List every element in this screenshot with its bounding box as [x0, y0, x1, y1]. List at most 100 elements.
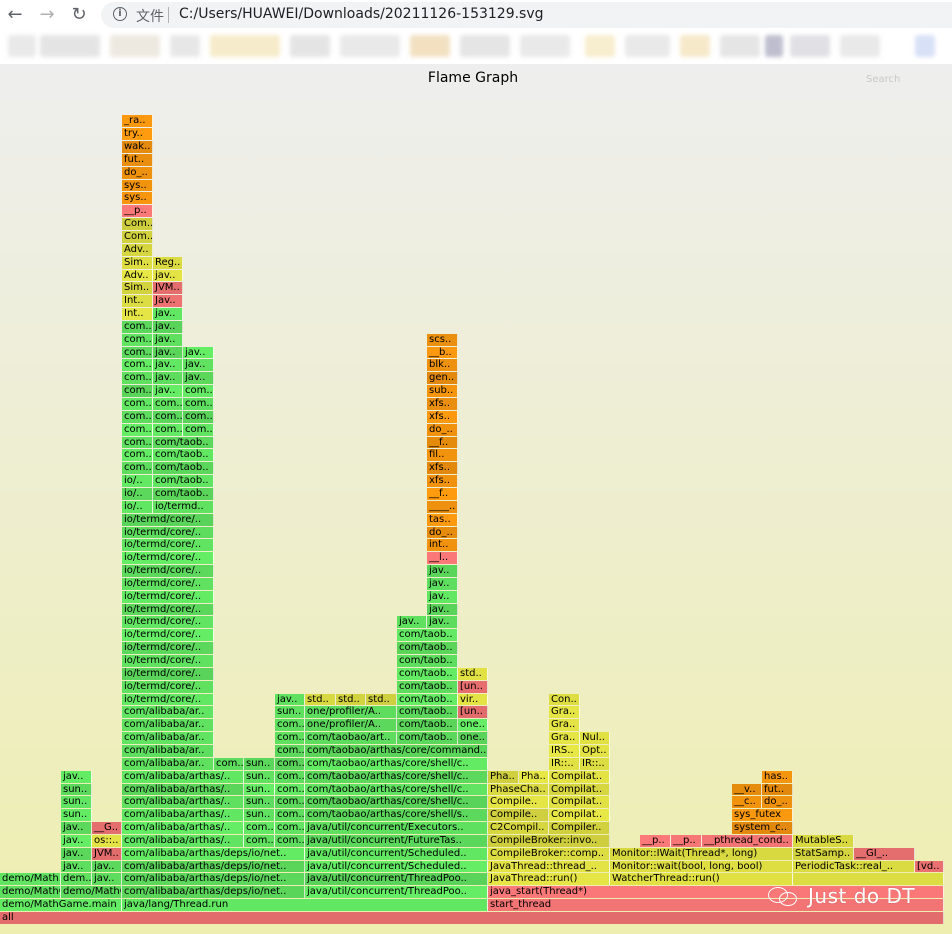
forward-icon[interactable]: →	[39, 4, 55, 25]
frame-block[interactable]: Adv..	[122, 269, 153, 282]
frame-block[interactable]: com..	[122, 462, 153, 475]
frame-block[interactable]: jav..	[153, 333, 183, 346]
frame-block[interactable]: has..	[762, 770, 793, 783]
frame-block[interactable]: com/taob..	[397, 680, 458, 693]
frame-block[interactable]: com..	[275, 809, 305, 822]
frame-block[interactable]: std..	[336, 693, 366, 706]
frame-block[interactable]: io/termd/core/..	[122, 577, 214, 590]
frame-block[interactable]: Gra..	[549, 719, 580, 732]
bookmark-item[interactable]	[40, 35, 100, 57]
frame-block[interactable]: Monitor::wait(bool, long, bool)	[610, 860, 793, 873]
frame-block[interactable]: Com..	[122, 230, 153, 243]
bookmark-item[interactable]	[680, 35, 710, 57]
frame-block[interactable]: __f..	[427, 436, 458, 449]
frame-block[interactable]: _ra..	[122, 115, 153, 128]
frame-block[interactable]: com/alibaba/arthas/deps/io/net..	[122, 847, 305, 860]
frame-block[interactable]: com..	[183, 423, 214, 436]
frame-block[interactable]: Reg..	[153, 256, 183, 269]
frame-block[interactable]: com..	[122, 423, 153, 436]
frame-block[interactable]: io/termd/core/..	[122, 642, 214, 655]
bookmark-item[interactable]	[840, 35, 880, 57]
frame-block[interactable]: fut..	[122, 153, 153, 166]
frame-block[interactable]: __GI_..	[854, 847, 915, 860]
bookmark-item[interactable]	[765, 35, 783, 57]
frame-block[interactable]: com..	[183, 385, 214, 398]
frame-block[interactable]: PhaseCha..	[488, 783, 549, 796]
frame-block[interactable]: java/util/concurrent/ThreadPoo..	[305, 873, 488, 886]
frame-block[interactable]: com..	[122, 410, 153, 423]
bookmark-item[interactable]	[790, 35, 830, 57]
frame-block[interactable]: com/alibaba/ar..	[122, 706, 214, 719]
frame-block[interactable]: xfs..	[427, 398, 458, 410]
frame-block[interactable]: com/alibaba/arthas/..	[122, 834, 244, 847]
frame-block[interactable]: sun..	[244, 809, 275, 822]
frame-block[interactable]: java/lang/Thread.run	[122, 899, 488, 912]
frame-block[interactable]: Nul..	[580, 732, 610, 744]
frame-block[interactable]: WatcherThread::run()	[610, 873, 793, 886]
frame-block[interactable]: jav..	[183, 359, 214, 372]
frame-block[interactable]: java/util/concurrent/ThreadPoo..	[305, 886, 488, 899]
frame-block[interactable]: com..	[275, 732, 305, 744]
frame-block[interactable]: com/taobao/arthas/core/shell/s..	[305, 809, 488, 822]
frame-block[interactable]: one/profiler/A..	[305, 719, 397, 732]
frame-block[interactable]: std..	[305, 693, 336, 706]
frame-block[interactable]: JVM..	[92, 847, 122, 860]
bookmark-item[interactable]	[520, 35, 570, 57]
url-text[interactable]: C:/Users/HUAWEI/Downloads/20211126-15312…	[179, 6, 544, 22]
frame-block[interactable]: Monitor::IWait(Thread*, long)	[610, 847, 793, 860]
frame-block[interactable]: jav..	[427, 603, 458, 616]
bookmark-item[interactable]	[290, 35, 330, 57]
frame-block[interactable]: com/taob..	[153, 436, 214, 449]
frame-block[interactable]: com..	[122, 436, 153, 449]
frame-block[interactable]: demo/Math..	[0, 873, 61, 886]
frame-block[interactable]: StatSamp..	[793, 847, 854, 860]
frame-block[interactable]: jav..	[153, 359, 183, 372]
back-icon[interactable]: ←	[7, 4, 23, 25]
frame-block[interactable]: system_c..	[732, 822, 793, 834]
frame-block[interactable]: com..	[122, 359, 153, 372]
frame-block[interactable]: io/termd/core/..	[122, 680, 214, 693]
frame-block[interactable]: jav..	[427, 590, 458, 603]
frame-block[interactable]: com..	[244, 822, 275, 834]
frame-block[interactable]: com/alibaba/ar..	[122, 757, 214, 770]
frame-block[interactable]: java_start(Thread*)	[488, 886, 944, 899]
bookmark-item[interactable]	[340, 35, 400, 57]
frame-block[interactable]: Gra..	[549, 706, 580, 719]
frame-block[interactable]: Pha..	[488, 770, 519, 783]
frame-block[interactable]: Compilat..	[549, 783, 610, 796]
frame-block[interactable]: fut..	[762, 783, 793, 796]
frame-block[interactable]: com/taob..	[397, 655, 458, 667]
frame-block[interactable]: com..	[122, 398, 153, 410]
frame-block[interactable]: jav..	[183, 346, 214, 359]
frame-block[interactable]: com..	[122, 385, 153, 398]
frame-block[interactable]: com/taob..	[397, 667, 458, 680]
frame-block[interactable]: com/taob..	[397, 629, 458, 642]
frame-block[interactable]: io/termd/core/..	[122, 629, 214, 642]
frame-block[interactable]	[793, 873, 944, 886]
frame-block[interactable]: int..	[427, 539, 458, 552]
frame-block[interactable]: com/taob..	[153, 487, 214, 500]
frame-block[interactable]: Int..	[122, 308, 153, 320]
frame-block[interactable]: Pha..	[519, 770, 549, 783]
frame-block[interactable]: com..	[275, 822, 305, 834]
frame-block[interactable]: Sim..	[122, 282, 153, 295]
bookmark-item[interactable]	[720, 35, 760, 57]
frame-block[interactable]: Con..	[549, 693, 580, 706]
frame-block[interactable]: jav..	[153, 385, 183, 398]
frame-block[interactable]: jav..	[92, 860, 122, 873]
frame-block[interactable]: io/..	[122, 475, 153, 487]
frame-block[interactable]: [un..	[458, 706, 488, 719]
frame-block[interactable]: java/util/concurrent/Scheduled..	[305, 860, 488, 873]
frame-block[interactable]: IRS..	[549, 744, 580, 757]
frame-block[interactable]: jav..	[427, 577, 458, 590]
frame-block[interactable]: io/termd/core/..	[122, 693, 214, 706]
frame-block[interactable]: one..	[458, 732, 488, 744]
frame-block[interactable]: JavaThread::thread_..	[488, 860, 610, 873]
frame-block[interactable]: sys_futex	[732, 809, 793, 822]
frame-block[interactable]: CompileBroker::comp..	[488, 847, 610, 860]
frame-block[interactable]: Compile..	[488, 796, 549, 809]
frame-block[interactable]: jav..	[183, 372, 214, 385]
frame-block[interactable]: __pthread_cond..	[702, 834, 793, 847]
frame-block[interactable]: com..	[275, 796, 305, 809]
frame-block[interactable]: __b..	[427, 346, 458, 359]
